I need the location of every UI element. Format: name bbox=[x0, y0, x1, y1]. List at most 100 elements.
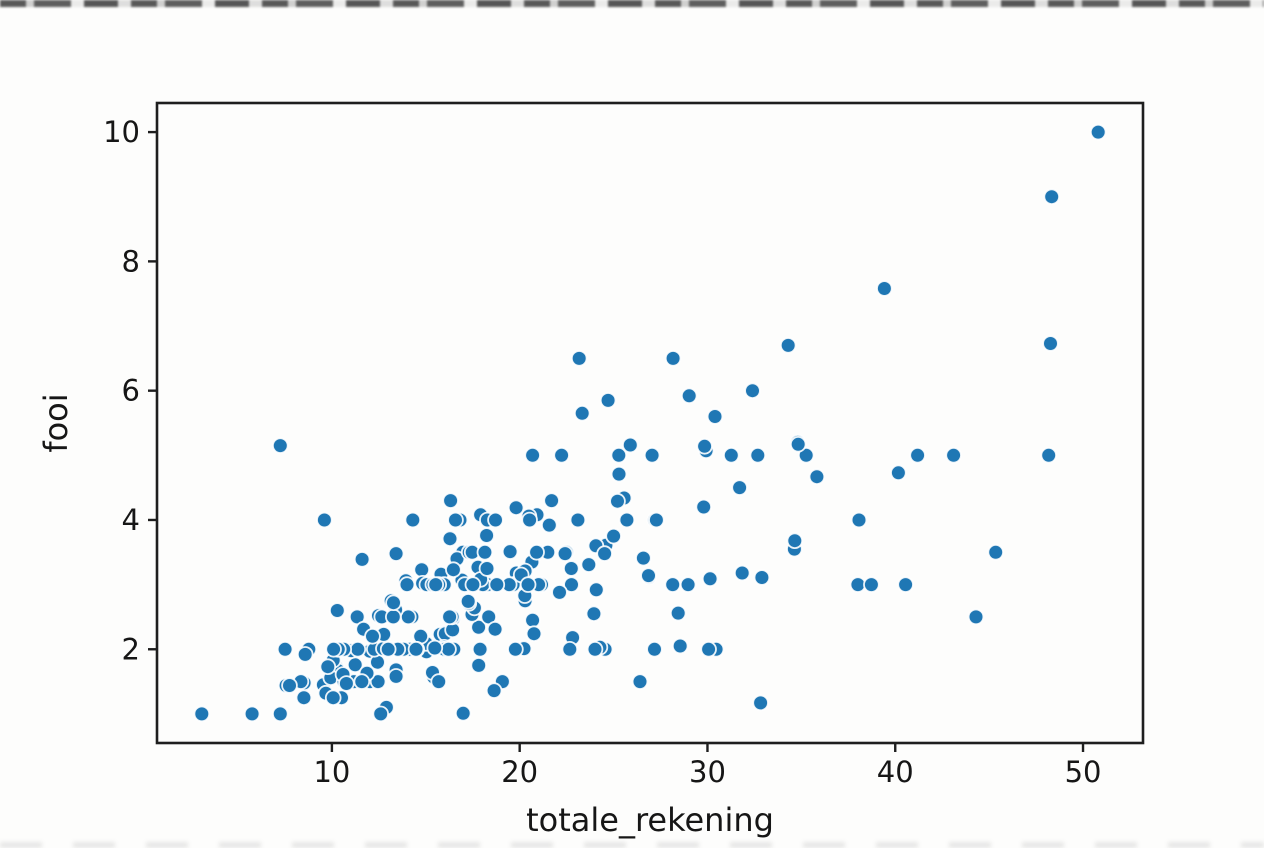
data-point bbox=[599, 392, 617, 409]
data-point bbox=[596, 545, 613, 562]
data-point bbox=[671, 637, 689, 655]
data-point bbox=[909, 446, 926, 464]
y-tick-label: 6 bbox=[122, 374, 140, 408]
data-point bbox=[369, 673, 387, 690]
x-tick-label: 50 bbox=[1065, 755, 1102, 789]
data-point bbox=[786, 532, 804, 549]
data-point bbox=[325, 640, 342, 658]
data-point bbox=[967, 608, 985, 626]
data-point bbox=[540, 516, 558, 534]
data-point bbox=[631, 673, 649, 690]
data-point bbox=[621, 436, 639, 454]
scan-artifact-top-edge bbox=[0, 0, 1264, 7]
data-point bbox=[553, 446, 570, 464]
data-point bbox=[585, 605, 603, 622]
x-tick-label: 10 bbox=[313, 755, 350, 789]
data-point bbox=[551, 584, 568, 601]
data-point bbox=[507, 499, 525, 517]
data-point bbox=[404, 511, 422, 529]
data-point bbox=[679, 576, 697, 593]
data-point bbox=[1042, 335, 1059, 352]
data-point bbox=[426, 639, 444, 657]
data-point bbox=[890, 464, 907, 482]
data-point bbox=[646, 640, 663, 658]
data-point bbox=[324, 689, 342, 706]
data-point bbox=[569, 511, 587, 529]
data-point bbox=[695, 498, 712, 516]
data-point bbox=[563, 576, 580, 593]
data-point bbox=[1089, 123, 1107, 141]
data-point bbox=[664, 350, 682, 367]
data-point bbox=[353, 673, 371, 690]
x-tick-label: 20 bbox=[501, 755, 538, 789]
data-point bbox=[897, 576, 914, 593]
data-point bbox=[316, 511, 333, 529]
data-point bbox=[580, 556, 598, 573]
data-point bbox=[528, 543, 545, 561]
data-point bbox=[609, 492, 626, 510]
y-tick-label: 8 bbox=[122, 244, 140, 278]
data-point bbox=[454, 704, 472, 722]
x-tick-label: 30 bbox=[689, 755, 726, 789]
data-point bbox=[849, 576, 867, 593]
data-point bbox=[876, 280, 893, 297]
data-point bbox=[700, 640, 717, 658]
data-point bbox=[605, 527, 622, 545]
data-point bbox=[573, 404, 591, 422]
data-point bbox=[281, 677, 298, 694]
data-point bbox=[445, 561, 462, 578]
data-point bbox=[706, 408, 724, 425]
data-point bbox=[752, 694, 769, 712]
data-point bbox=[486, 620, 504, 638]
data-point bbox=[485, 682, 503, 699]
data-point bbox=[797, 446, 815, 464]
data-point bbox=[487, 511, 504, 529]
data-point bbox=[464, 576, 482, 593]
data-point bbox=[271, 705, 289, 723]
data-point bbox=[470, 618, 487, 636]
data-point bbox=[556, 545, 574, 562]
data-point bbox=[525, 625, 543, 642]
data-point bbox=[586, 640, 604, 658]
data-point bbox=[731, 479, 748, 496]
data-point bbox=[319, 658, 337, 675]
data-point bbox=[680, 387, 698, 405]
data-point bbox=[618, 511, 636, 529]
data-point bbox=[349, 640, 367, 658]
data-point bbox=[733, 564, 751, 582]
data-point bbox=[442, 492, 459, 509]
x-axis-label: totale_rekening bbox=[526, 801, 774, 839]
data-point bbox=[643, 446, 661, 464]
data-point bbox=[372, 705, 390, 723]
data-point bbox=[669, 604, 687, 622]
data-point bbox=[543, 492, 560, 509]
data-point bbox=[384, 608, 402, 626]
data-point bbox=[271, 437, 289, 454]
data-point bbox=[753, 569, 771, 586]
data-point bbox=[470, 657, 488, 674]
data-point bbox=[749, 446, 767, 464]
data-point bbox=[648, 511, 665, 529]
data-point bbox=[779, 337, 797, 354]
data-point bbox=[387, 545, 405, 562]
data-point bbox=[664, 576, 681, 593]
data-point bbox=[587, 581, 605, 599]
data-point bbox=[507, 640, 524, 658]
plot-area-border bbox=[155, 101, 1145, 745]
data-point bbox=[276, 640, 294, 658]
data-point bbox=[610, 465, 628, 483]
data-point bbox=[478, 560, 496, 577]
data-point bbox=[945, 446, 962, 464]
data-point bbox=[744, 382, 761, 400]
data-point bbox=[701, 570, 719, 588]
data-point bbox=[1043, 188, 1060, 206]
data-point bbox=[696, 437, 713, 455]
data-point bbox=[610, 446, 628, 464]
data-point bbox=[441, 608, 458, 626]
data-point bbox=[353, 551, 371, 568]
data-point bbox=[296, 646, 314, 663]
data-point bbox=[987, 543, 1004, 561]
data-point bbox=[524, 611, 541, 629]
y-axis-ticks: 2 4 6 8 10 bbox=[103, 115, 157, 666]
